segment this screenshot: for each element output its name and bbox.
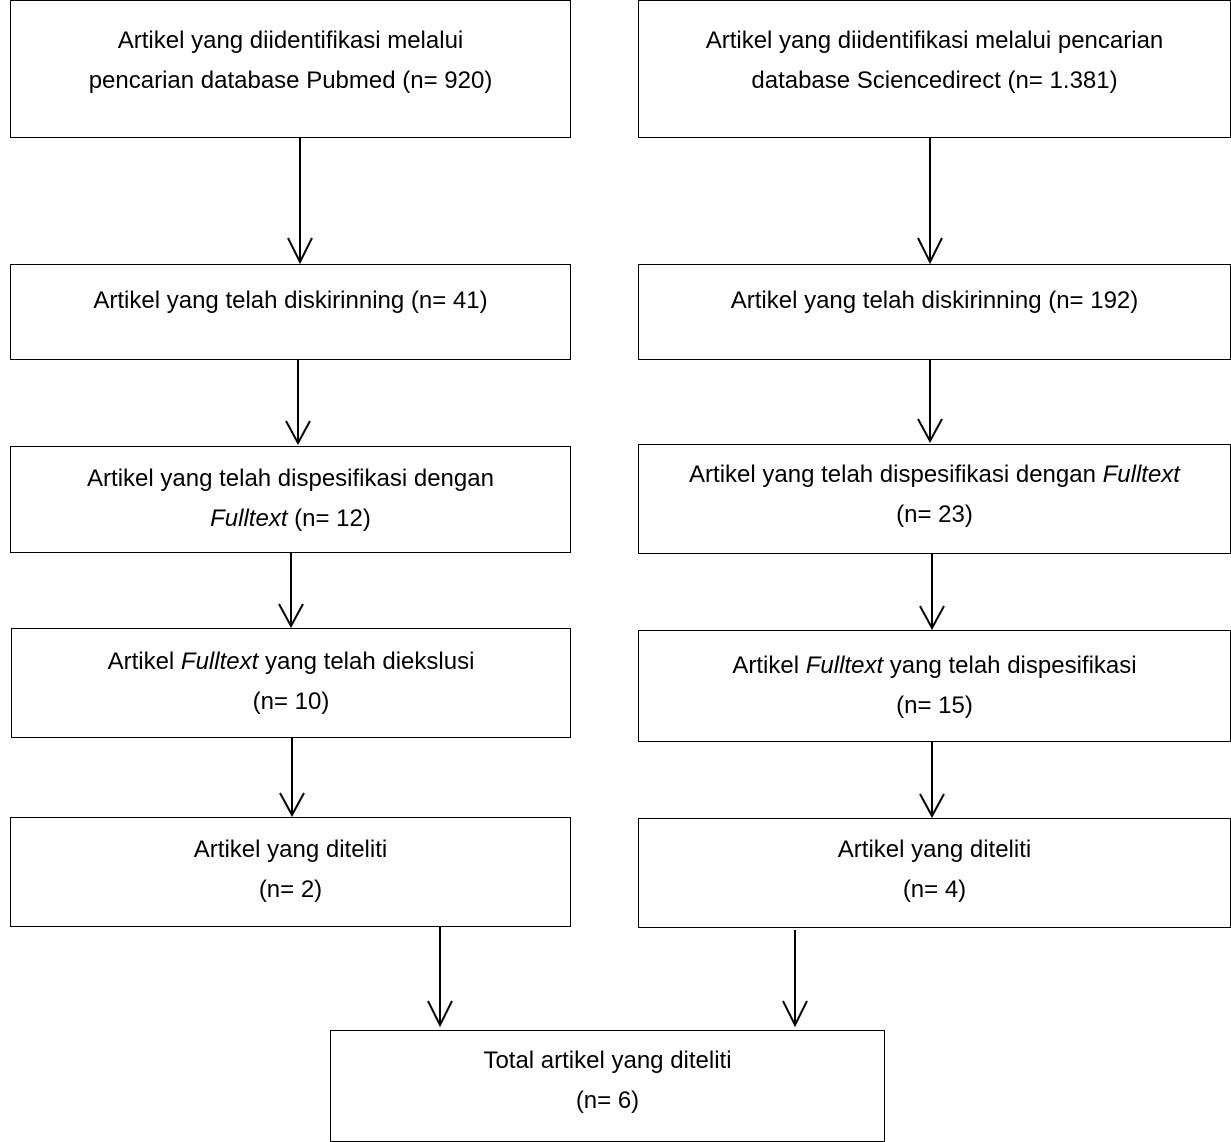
right-screened-line1: Artikel yang telah diskirinning (n= 192) [730, 287, 1139, 314]
right-studied-line2: (n= 4) [902, 876, 967, 903]
arrow-left-1 [287, 138, 313, 265]
right-specified-line2: (n= 23) [896, 501, 973, 528]
arrow-left-5 [427, 927, 453, 1028]
left-excluded-line2: (n= 10) [252, 688, 330, 715]
right-fulltext-specified-line1: Artikel Fulltext yang telah dispesifikas… [639, 646, 1230, 686]
right-fulltext-specified-line2: (n= 15) [896, 692, 973, 719]
left-screened-box: Artikel yang telah diskirinning (n= 41) [10, 264, 571, 360]
arrow-right-5 [782, 930, 808, 1028]
arrow-right-4 [919, 742, 945, 819]
left-studied-box: Artikel yang diteliti (n= 2) [10, 817, 571, 927]
left-specified-line2: Fulltext (n= 12) [11, 499, 570, 539]
right-specified-box: Artikel yang telah dispesifikasi dengan … [638, 444, 1231, 554]
total-line2: (n= 6) [575, 1087, 640, 1114]
arrow-right-1 [917, 138, 943, 265]
left-excluded-line1: Artikel Fulltext yang telah diekslusi [12, 642, 570, 682]
left-identified-box: Artikel yang diidentifikasi melalui penc… [10, 0, 571, 138]
right-fulltext-specified-fulltext: Fulltext [805, 652, 884, 679]
right-identified-line2: database Sciencedirect (n= 1.381) [751, 67, 1118, 94]
right-studied-line1: Artikel yang diteliti [837, 836, 1032, 863]
right-identified-line1: Artikel yang diidentifikasi melalui penc… [705, 27, 1164, 54]
right-specified-pre: Artikel yang telah dispesifikasi dengan [689, 461, 1103, 488]
left-excluded-post: yang telah diekslusi [258, 648, 475, 675]
arrow-right-2 [917, 356, 943, 444]
total-box: Total artikel yang diteliti (n= 6) [330, 1030, 885, 1142]
right-specified-fulltext: Fulltext [1102, 461, 1180, 488]
arrow-left-4 [279, 738, 305, 818]
left-specified-line1: Artikel yang telah dispesifikasi dengan [87, 465, 494, 492]
right-fulltext-specified-post: yang telah dispesifikasi [883, 652, 1137, 679]
left-studied-line2: (n= 2) [258, 876, 323, 903]
arrow-right-3 [919, 551, 945, 631]
left-identified-line2: pencarian database Pubmed (n= 920) [88, 67, 493, 94]
right-fulltext-specified-box: Artikel Fulltext yang telah dispesifikas… [638, 630, 1231, 742]
left-excluded-fulltext: Fulltext [180, 648, 259, 675]
right-identified-box: Artikel yang diidentifikasi melalui penc… [638, 0, 1231, 138]
right-fulltext-specified-pre: Artikel [732, 652, 806, 679]
arrow-left-2 [285, 360, 311, 446]
right-specified-line1: Artikel yang telah dispesifikasi dengan … [639, 455, 1230, 495]
left-specified-box: Artikel yang telah dispesifikasi dengan … [10, 446, 571, 553]
left-specified-count: (n= 12) [287, 505, 371, 532]
right-screened-box: Artikel yang telah diskirinning (n= 192) [638, 264, 1231, 360]
left-studied-line1: Artikel yang diteliti [193, 836, 388, 863]
left-identified-line1: Artikel yang diidentifikasi melalui [117, 27, 464, 54]
left-excluded-box: Artikel Fulltext yang telah diekslusi (n… [11, 628, 571, 738]
total-line1: Total artikel yang diteliti [483, 1047, 732, 1074]
arrow-left-3 [278, 550, 304, 629]
left-excluded-pre: Artikel [107, 648, 181, 675]
left-screened-line1: Artikel yang telah diskirinning (n= 41) [93, 287, 488, 314]
right-studied-box: Artikel yang diteliti (n= 4) [638, 818, 1231, 928]
left-specified-fulltext: Fulltext [210, 505, 288, 532]
